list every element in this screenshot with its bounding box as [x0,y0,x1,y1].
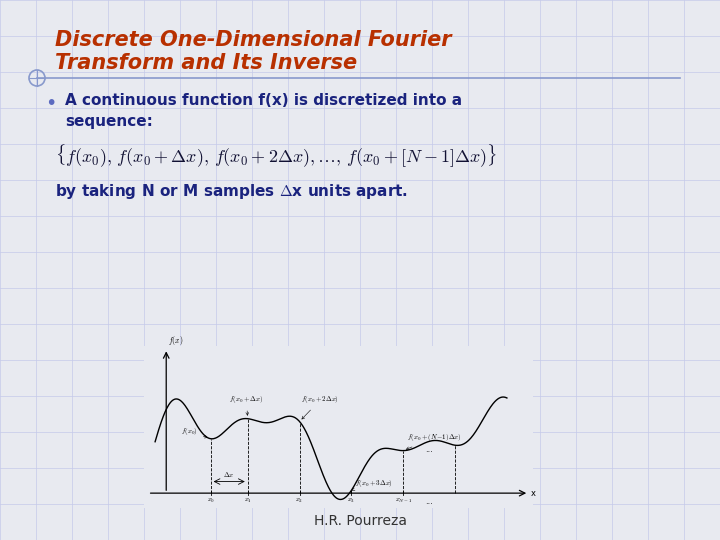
Text: A continuous function f(x) is discretized into a: A continuous function f(x) is discretize… [65,93,462,108]
Text: Transform and Its Inverse: Transform and Its Inverse [55,53,357,73]
Text: H.R. Pourreza: H.R. Pourreza [313,514,407,528]
Text: $f(x_0+3\Delta x)$: $f(x_0+3\Delta x)$ [352,477,393,491]
Text: $x_2$: $x_2$ [295,497,304,505]
Text: $x_3$: $x_3$ [347,497,356,505]
Text: $\{f(x_0),\, f(x_0+\Delta x),\, f(x_0+2\Delta x),\ldots,\, f(x_0+[N-1]\Delta x)\: $\{f(x_0),\, f(x_0+\Delta x),\, f(x_0+2\… [55,142,498,168]
Text: $x_1$: $x_1$ [243,497,252,505]
Text: x: x [531,489,536,498]
Text: Discrete One-Dimensional Fourier: Discrete One-Dimensional Fourier [55,30,451,50]
Text: $f(x_0+\Delta x)$: $f(x_0+\Delta x)$ [229,394,264,415]
Text: $f(x_0+(N\!-\!1)\Delta x)$: $f(x_0+(N\!-\!1)\Delta x)$ [406,432,462,449]
Text: ...: ... [426,446,433,454]
Text: $\Delta x$: $\Delta x$ [223,470,235,478]
Text: $x_0$: $x_0$ [207,497,215,505]
Text: $x_{N-1}$: $x_{N-1}$ [395,497,412,505]
Text: $f(x_0+2\Delta x)$: $f(x_0+2\Delta x)$ [302,394,339,419]
Text: $f(x)$: $f(x)$ [168,334,184,347]
Text: sequence:: sequence: [65,114,153,129]
Text: ...: ... [426,497,433,506]
Text: $f(x_0)$: $f(x_0)$ [181,426,207,438]
Text: •: • [45,94,56,113]
Text: by taking N or M samples $\Delta$x units apart.: by taking N or M samples $\Delta$x units… [55,182,408,201]
